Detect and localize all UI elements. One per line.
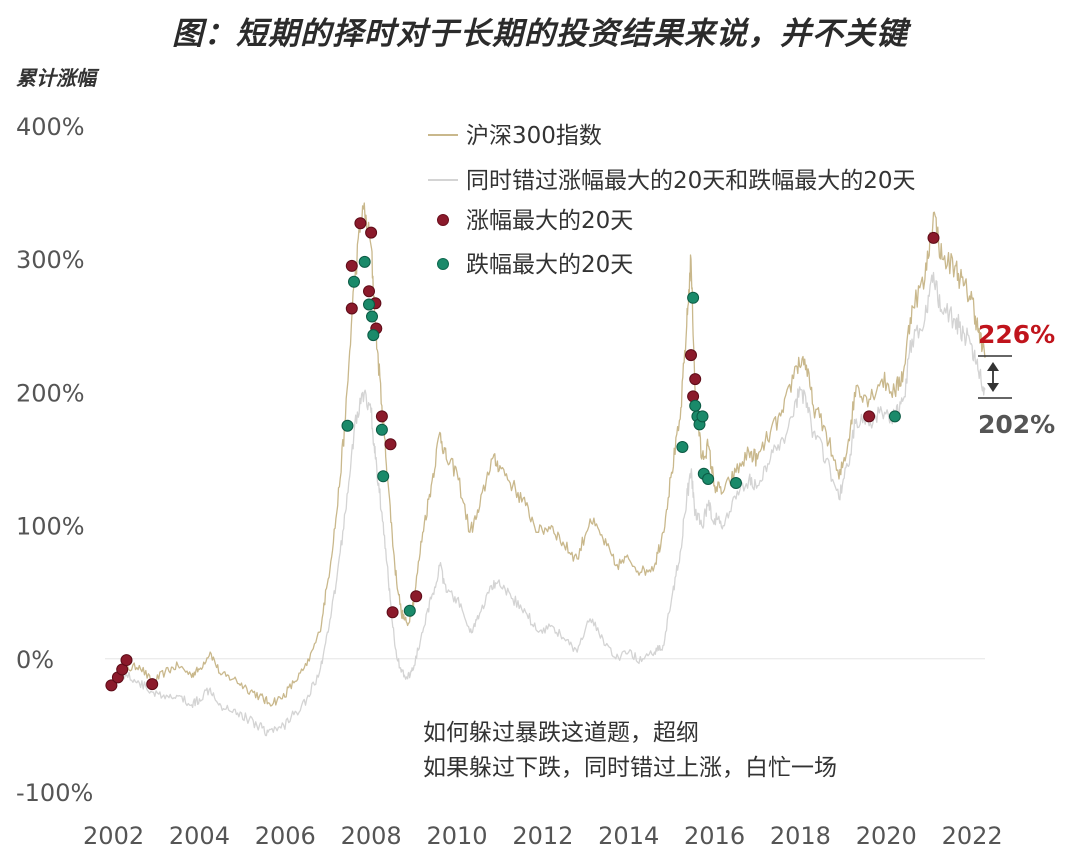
- x-tick-label: 2016: [684, 822, 745, 850]
- x-tick-label: 2012: [512, 822, 573, 850]
- end-labels: 226% 202%: [978, 320, 1055, 439]
- worst-day-point: [367, 329, 380, 342]
- y-tick-label: 0%: [16, 646, 54, 674]
- top-day-point: [685, 349, 697, 362]
- top-day-point: [410, 590, 423, 603]
- top-day-point: [365, 226, 378, 239]
- y-tick-label: 400%: [16, 113, 85, 141]
- x-tick-label: 2014: [598, 822, 659, 850]
- end-label-csi300: 226%: [978, 320, 1055, 349]
- end-label-missed: 202%: [978, 410, 1055, 439]
- top-day-point: [105, 679, 118, 692]
- top-day-point: [927, 231, 940, 244]
- legend-label-missed: 同时错过涨幅最大的20天和跌幅最大的20天: [466, 168, 916, 194]
- series-line-missed: [113, 271, 986, 737]
- worst-day-point: [363, 298, 375, 311]
- legend: 沪深300指数 同时错过涨幅最大的20天和跌幅最大的20天 涨幅最大的20天 跌…: [428, 123, 916, 278]
- points-layer: [105, 217, 940, 692]
- worst-day-point: [702, 473, 715, 485]
- y-axis-label: 累计涨幅: [16, 66, 96, 90]
- series-layer: [113, 202, 986, 737]
- top-day-point: [146, 678, 159, 691]
- end-gap-arrowhead-down: [987, 383, 999, 392]
- worst-day-point: [730, 477, 742, 489]
- y-tick-label: 300%: [16, 246, 85, 274]
- x-tick-label: 2002: [83, 822, 144, 850]
- annotations: 如何躲过暴跌这道题，超纲 如果躲过下跌，同时错过上涨，白忙一场: [423, 720, 837, 781]
- top-day-point: [386, 606, 399, 619]
- annotation-line-2: 如果躲过下跌，同时错过上涨，白忙一场: [423, 755, 837, 781]
- top-day-point: [354, 217, 367, 230]
- worst-day-point: [403, 604, 416, 617]
- worst-day-point: [687, 291, 700, 304]
- y-tick-label: -100%: [16, 779, 93, 807]
- worst-day-point: [696, 410, 709, 423]
- legend-swatch-worst-days: [437, 258, 449, 270]
- chart-title: 图：短期的择时对于长期的投资结果来说，并不关键: [172, 16, 908, 52]
- worst-day-point: [888, 410, 901, 423]
- worst-day-point: [341, 419, 354, 432]
- annotation-line-1: 如何躲过暴跌这道题，超纲: [423, 720, 699, 746]
- worst-day-point: [375, 423, 388, 436]
- legend-swatch-top-days: [437, 214, 449, 226]
- top-day-point: [375, 410, 388, 423]
- legend-label-top-days: 涨幅最大的20天: [466, 208, 633, 234]
- top-day-point: [384, 438, 397, 451]
- top-day-point: [363, 285, 375, 298]
- x-tick-label: 2020: [856, 822, 917, 850]
- worst-day-point: [676, 441, 689, 453]
- top-day-point: [863, 410, 876, 423]
- legend-label-csi300: 沪深300指数: [466, 123, 602, 149]
- x-tick-label: 2008: [341, 822, 402, 850]
- axis-layer: -100% 0% 100% 200% 300% 400% 2002 2004 2006 2008 2…: [16, 113, 1003, 850]
- top-day-point: [345, 259, 358, 272]
- series-line-csi300: [113, 202, 986, 707]
- y-tick-label: 200%: [16, 379, 85, 407]
- legend-label-worst-days: 跌幅最大的20天: [466, 252, 633, 278]
- x-tick-label: 2006: [255, 822, 316, 850]
- end-gap-arrowhead-up: [987, 362, 999, 371]
- worst-day-point: [366, 310, 378, 323]
- top-day-point: [120, 654, 133, 667]
- worst-day-point: [348, 275, 360, 288]
- worst-day-point: [358, 255, 371, 268]
- worst-day-point: [689, 399, 702, 412]
- y-tick-label: 100%: [16, 513, 85, 541]
- top-day-point: [345, 302, 358, 315]
- x-tick-label: 2004: [169, 822, 230, 850]
- x-tick-label: 2018: [770, 822, 831, 850]
- x-tick-label: 2010: [426, 822, 487, 850]
- top-day-point: [689, 373, 702, 386]
- x-tick-label: 2022: [942, 822, 1003, 850]
- worst-day-point: [377, 470, 390, 483]
